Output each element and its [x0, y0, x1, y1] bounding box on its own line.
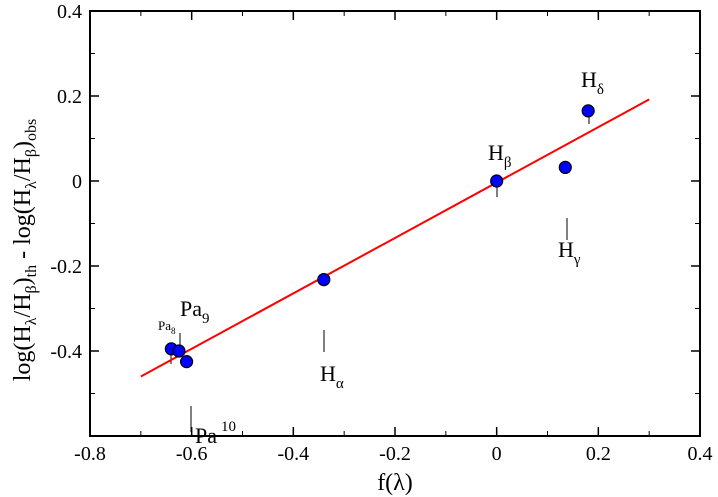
- data-point: [317, 273, 331, 287]
- annotation-label: Hδ: [581, 67, 604, 98]
- y-axis-title: log(Hλ/Hβ)th - log(Hλ/Hβ)obs: [10, 119, 40, 381]
- x-axis: -0.8 -0.6 -0.4 -0.2 0 0.2 0.4: [74, 11, 713, 465]
- annotation-label: Hγ: [558, 237, 581, 268]
- data-points: [164, 104, 595, 369]
- annotation-label: Hα: [320, 361, 344, 392]
- x-tick-label: -0.6: [176, 443, 208, 465]
- y-tick-label: -0.2: [50, 256, 82, 278]
- y-axis: 0.4 0.2 0 -0.2 -0.4: [50, 1, 700, 437]
- line-annotations: Hα Hβ Hγ Hδ Pa9 Pa 10 Pa8: [158, 67, 604, 448]
- x-tick-label: -0.8: [74, 443, 106, 465]
- annotation-label: Pa 10: [195, 419, 236, 448]
- x-tick-label: 0: [492, 443, 502, 465]
- fit-line: [140, 98, 650, 378]
- svg-text:log(Hλ/Hβ)th - log(Hλ/Hβ)obs: log(Hλ/Hβ)th - log(Hλ/Hβ)obs: [10, 119, 40, 381]
- x-tick-label: -0.4: [277, 443, 309, 465]
- x-tick-label: -0.2: [379, 443, 411, 465]
- data-point: [172, 344, 186, 358]
- x-axis-title: f(λ): [377, 470, 413, 496]
- data-point: [558, 160, 572, 174]
- data-point: [490, 174, 504, 188]
- data-point: [179, 355, 194, 369]
- fit-line-group: [140, 98, 650, 378]
- annotation-label: Hβ: [488, 140, 512, 171]
- annotation-label: Pa8: [158, 318, 176, 336]
- y-tick-label: 0.4: [57, 1, 82, 23]
- y-tick-label: 0.2: [57, 86, 82, 108]
- x-tick-label: 0.2: [586, 443, 611, 465]
- y-tick-label: -0.4: [50, 341, 82, 363]
- plot-frame: [89, 10, 701, 437]
- data-point: [581, 104, 595, 118]
- y-tick-label: 0: [72, 171, 82, 193]
- x-tick-label: 0.4: [688, 443, 713, 465]
- plot-border: [89, 10, 701, 437]
- annotation-label: Pa9: [180, 296, 210, 327]
